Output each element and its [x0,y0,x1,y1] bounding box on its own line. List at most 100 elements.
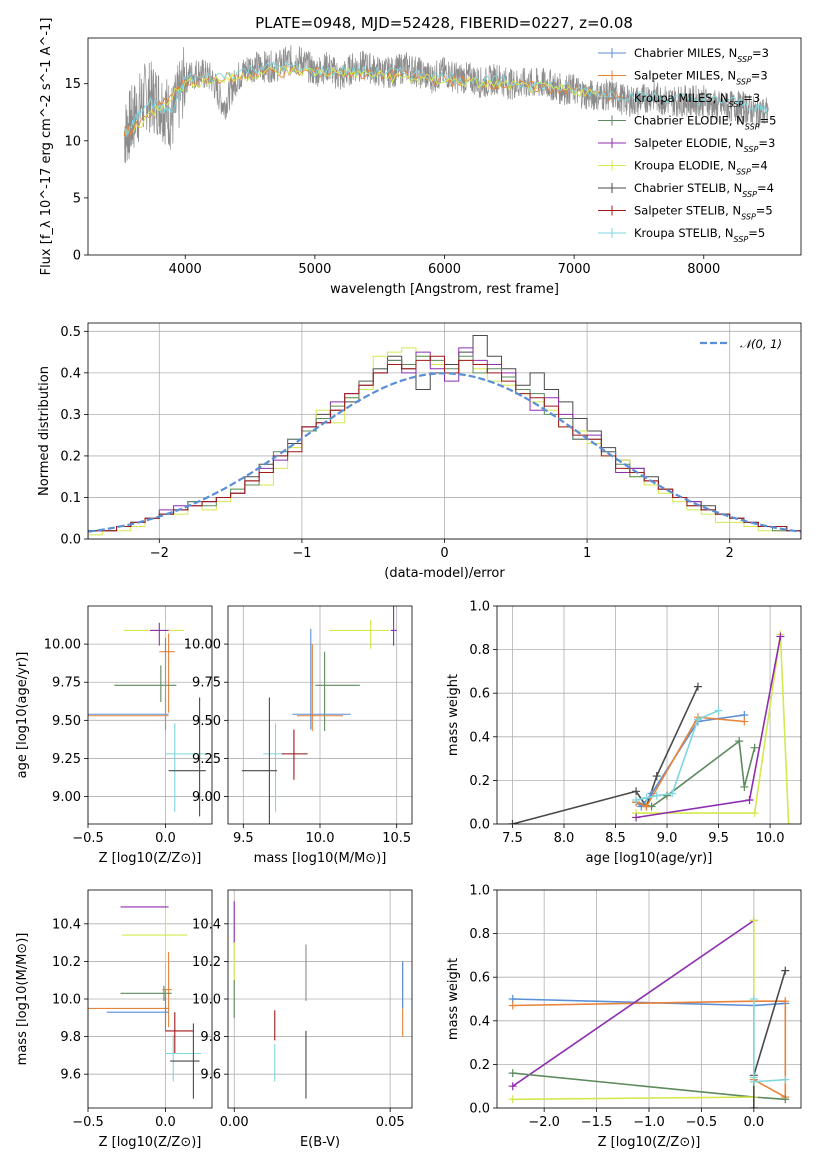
data-marks [88,906,202,1099]
x-tick-label: 10.5 [382,831,411,846]
axes-frame [87,37,802,256]
legend-entry: Chabrier STELIB, NSSP=4 [634,181,774,199]
legend-count: =3 [743,91,760,105]
y-tick-label: 0.8 [469,643,490,658]
x-tick-label: 4000 [169,262,202,277]
error-bar-point [88,651,169,728]
plus-marker [663,791,672,800]
legend-subscript: SSP [736,77,751,86]
legend-count: =3 [758,136,775,150]
plus-marker [745,796,754,805]
plus-marker [668,789,677,798]
plus-marker [508,1082,517,1091]
y-tick-label: 10.0 [52,993,81,1008]
x-axis: 9.5 10.0 10.5 [233,606,411,846]
y-tick-label: 0.0 [60,533,81,548]
error-bar-point [150,622,169,646]
legend-label: Kroupa ELODIE, N [634,159,736,173]
y-axis: 9.00 9.25 9.50 9.75 10.00 [184,638,412,805]
y-axis-label: mass weight [446,674,461,756]
weight-line [635,709,719,801]
legend-label: Salpeter STELIB, N [634,204,741,218]
x-tick-label: 9.5 [233,831,254,846]
y-axis-label: mass [log10(M/M⊙)] [15,933,30,1066]
error-bar-point [168,697,206,817]
error-bar-point [106,993,169,1031]
legend-subscript: SSP [744,145,759,154]
x-tick-label: 9.5 [708,831,729,846]
data-marks [241,606,397,824]
y-tick-label: 0.4 [469,730,490,745]
plus-marker [749,995,758,1003]
legend-entry: Salpeter ELODIE, NSSP=3 [634,136,775,154]
plus-marker [693,715,702,724]
error-bar-point [329,619,389,649]
legend-subscript: SSP [741,212,756,221]
y-tick-label: 0.4 [469,1014,490,1029]
legend-label: Chabrier STELIB, N [634,181,742,195]
y-tick-label: 0.5 [60,325,81,340]
plus-marker [749,1077,758,1086]
x-tick-label: −2.0 [528,1115,560,1130]
y-tick-label: 0.2 [469,774,490,789]
weight-line [636,634,790,824]
legend-label: Kroupa STELIB, N [634,226,734,240]
y-tick-label: 0.2 [469,1058,490,1073]
x-axis-label: mass [log10(M/M⊙)] [254,851,387,866]
legend-count: =4 [751,159,768,173]
weight-line [635,714,745,808]
x-axis-label: E(B-V) [300,1135,340,1150]
error-bar-point [281,729,308,780]
y-tick-label: 9.6 [60,1068,81,1083]
y-axis-label: mass weight [446,958,461,1040]
y-tick-label: 9.8 [60,1030,81,1045]
axes-frame [227,889,413,1109]
y-tick-label: 10.4 [192,917,221,932]
x-tick-label: −1.5 [581,1115,613,1130]
x-tick-label: −0.5 [686,1115,718,1130]
plus-marker [749,1104,758,1108]
error-bar-point [159,633,175,713]
age-vs-mass-panel: 9.5 10.0 10.5 9.00 9.25 9.50 9.75 10.00 mass [lo… [184,605,413,866]
x-tick-label: 0.0 [155,1115,176,1130]
y-tick-label: 10.00 [44,638,81,653]
y-tick-label: 9.00 [192,790,221,805]
legend-count: =5 [760,114,777,128]
spectrum-line [132,65,598,133]
y-tick-label: 5 [73,191,81,206]
x-tick-label: 8000 [687,262,720,277]
figure-title: PLATE=0948, MJD=52428, FIBERID=0227, z=0… [255,14,633,32]
plus-marker [652,791,661,800]
plus-marker [735,737,744,746]
legend-count: =5 [756,204,773,218]
legend-entry: Salpeter STELIB, NSSP=5 [634,204,773,222]
error-bar-point [88,989,169,1028]
x-tick-label: −1 [292,546,311,561]
legend-label: Kroupa MILES, N [634,91,729,105]
error-bar-point [315,651,360,732]
y-axis-label: Normed distribution [37,366,52,496]
legend-entry: Chabrier ELODIE, NSSP=5 [634,114,776,132]
plus-marker [781,966,790,975]
age-vs-metallicity-panel: −0.5 0.0 9.00 9.25 9.50 9.75 10.00 Z [log10(Z/Z… [15,605,213,866]
y-tick-label: 9.00 [52,790,81,805]
mass-weight-vs-age-panel: 7.5 8.0 8.5 9.0 9.5 10.0 0.0 0.2 0.4 0.6 0.8 1.0 age… [446,600,802,866]
error-bar-point [390,606,397,646]
axes-frame [496,889,802,1109]
legend-count: =4 [757,181,774,195]
axes-frame [227,605,413,825]
plus-marker [508,1001,517,1010]
data-marks [88,619,206,817]
x-tick-label: 8.0 [554,831,575,846]
y-tick-label: 0 [73,249,81,264]
x-tick-label: 6000 [428,262,461,277]
weight-line [635,716,745,808]
y-tick-label: 0.0 [469,1102,490,1117]
x-axis: −2 −1 0 1 2 [150,323,734,561]
weight-line [512,686,699,824]
plus-marker [750,743,759,752]
y-tick-label: 0.0 [469,818,490,833]
x-tick-label: 2 [726,546,734,561]
